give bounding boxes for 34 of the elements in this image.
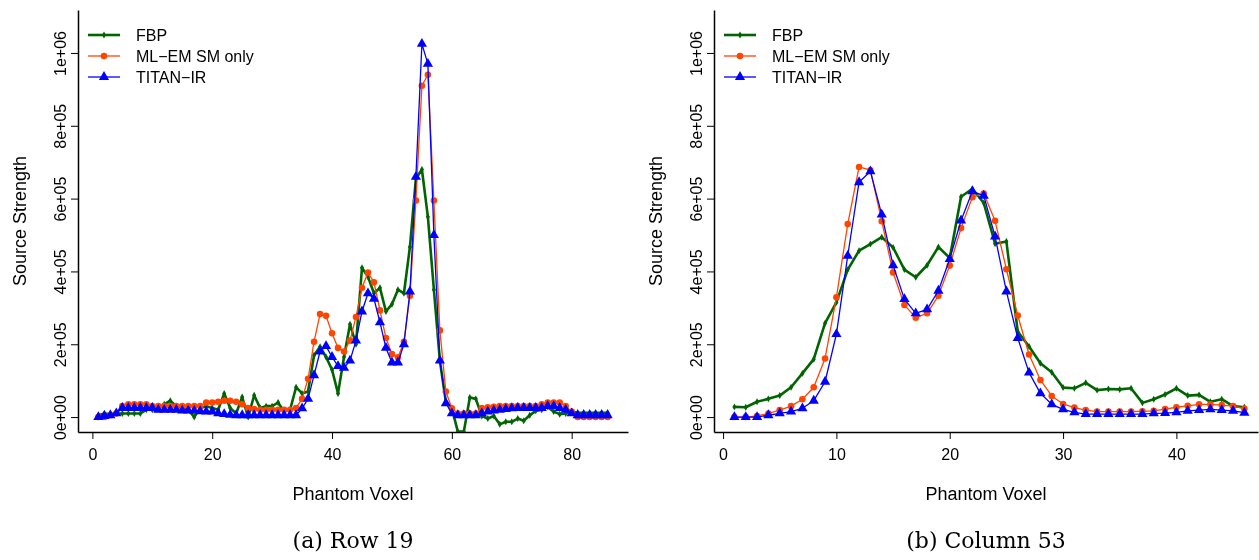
y-tick-label: 1e+06 (687, 30, 705, 76)
x-tick-label: 0 (88, 445, 98, 463)
text: (b) Column 53 (906, 528, 1066, 553)
y-tick-label: 2e+05 (51, 322, 69, 368)
x-tick-label: 20 (941, 445, 960, 463)
legend-label: ML−EM SM only (136, 47, 254, 65)
legend-label: FBP (772, 26, 804, 44)
x-tick-label: 0 (719, 445, 729, 463)
y-tick-label: 2e+05 (687, 322, 705, 368)
legend-label: TITAN−IR (136, 68, 207, 86)
legend-label: FBP (136, 26, 168, 44)
y-tick-label: 8e+05 (687, 103, 705, 149)
y-tick-label: 0e+00 (51, 395, 69, 441)
y-tick-label: 1e+06 (51, 30, 69, 76)
y-tick-label: 6e+05 (51, 176, 69, 222)
x-axis-title: Phantom Voxel (925, 484, 1047, 504)
legend-label: ML−EM SM only (772, 47, 890, 65)
legend-label: TITAN−IR (772, 68, 843, 86)
x-tick-label: 80 (563, 445, 582, 463)
y-axis-title: Source Strength (646, 155, 666, 287)
y-tick-label: 4e+05 (51, 249, 69, 295)
x-tick-label: 60 (443, 445, 462, 463)
x-tick-label: 20 (203, 445, 222, 463)
x-tick-label: 40 (1168, 445, 1186, 463)
y-tick-label: 8e+05 (51, 103, 69, 149)
x-axis-title: Phantom Voxel (292, 484, 414, 504)
y-tick-label: 0e+00 (687, 395, 705, 441)
x-tick-label: 30 (1054, 445, 1073, 463)
y-tick-label: 6e+05 (687, 176, 705, 222)
y-axis-title: Source Strength (10, 155, 30, 287)
x-tick-label: 10 (828, 445, 846, 463)
x-tick-label: 40 (323, 445, 342, 463)
y-tick-label: 4e+05 (687, 249, 705, 295)
text: (a) Row 19 (292, 528, 414, 553)
